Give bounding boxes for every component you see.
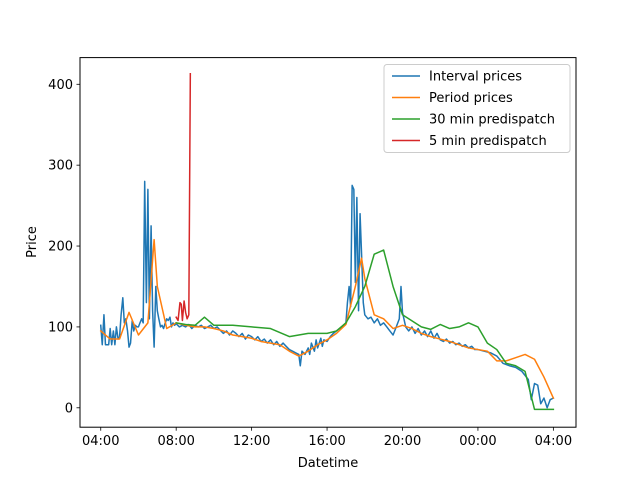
x-tick-label: 04:00: [535, 434, 572, 449]
x-tick-label: 04:00: [82, 434, 119, 449]
series-line-5-min-predispatch: [175, 73, 192, 322]
x-tick-label: 08:00: [157, 434, 194, 449]
legend-label-interval-prices: Interval prices: [429, 70, 522, 85]
y-axis: 0 100 200 300 400: [48, 78, 80, 416]
series-line-interval-prices: [99, 180, 555, 409]
series-line-30-min-predispatch: [175, 249, 555, 411]
legend-label-period-prices: Period prices: [429, 91, 513, 106]
series-line-period-prices: [99, 238, 555, 400]
legend-box: [383, 64, 571, 153]
x-tick-label: 16:00: [308, 434, 345, 449]
plot-frame: [79, 57, 577, 428]
legend-label-5-min-predispatch: 5 min predispatch: [429, 134, 547, 149]
y-axis-title: Price: [25, 226, 40, 258]
y-tick-label: 100: [48, 320, 73, 335]
x-axis-title: Datetime: [298, 456, 358, 471]
y-tick-label: 200: [48, 240, 73, 255]
x-tick-label: 20:00: [384, 434, 421, 449]
series-layer: [99, 73, 555, 411]
y-tick-label: 400: [48, 78, 73, 93]
y-tick-label: 300: [48, 159, 73, 174]
plot-area: [79, 57, 577, 428]
x-axis: 04:00 08:00 12:00 16:00 20:00 00:00 04:00: [82, 427, 572, 449]
x-tick-label: 00:00: [459, 434, 496, 449]
x-tick-label: 12:00: [233, 434, 270, 449]
legend-label-30-min-predispatch: 30 min predispatch: [429, 113, 555, 128]
legend: Interval prices Period prices 30 min predi…: [383, 64, 571, 153]
y-tick-label: 0: [65, 401, 73, 416]
